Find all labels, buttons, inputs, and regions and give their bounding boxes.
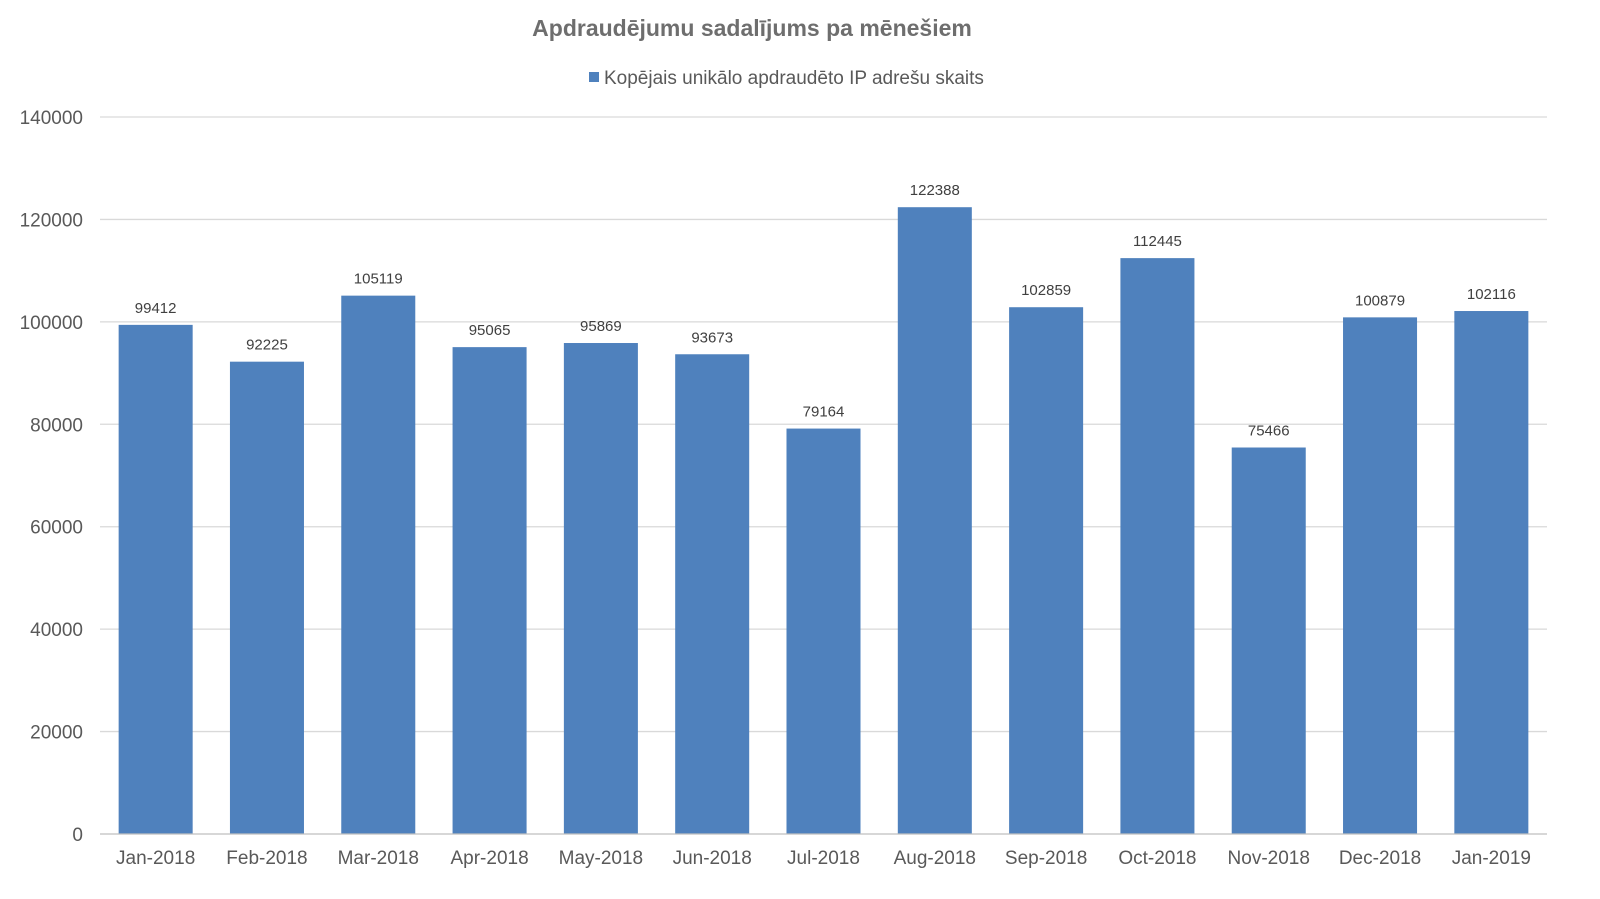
y-tick-label: 0 [72, 825, 83, 846]
x-tick-label: Feb-2018 [226, 848, 307, 869]
bar [1120, 258, 1195, 834]
legend: Kopējais unikālo apdraudēto IP adrešu sk… [589, 68, 984, 89]
data-label: 100879 [1355, 292, 1405, 309]
bar [229, 361, 304, 834]
bar [563, 343, 638, 834]
data-label: 112445 [1133, 233, 1182, 250]
y-tick-label: 100000 [20, 313, 83, 334]
bar [118, 324, 193, 834]
x-tick-label: Oct-2018 [1118, 848, 1196, 869]
y-axis-ticks: 0 20000 40000 60000 80000 100000 120000 140000 [20, 108, 83, 846]
x-axis-ticks: Jan-2018 Feb-2018 Mar-2018 Apr-2018 May-2018… [116, 848, 1531, 869]
data-label: 105119 [354, 271, 403, 288]
legend-label: Kopējais unikālo apdraudēto IP adrešu sk… [604, 68, 984, 89]
bar [1343, 317, 1418, 834]
y-tick-label: 60000 [30, 518, 83, 539]
data-label: 102859 [1021, 282, 1071, 299]
y-tick-label: 140000 [20, 108, 83, 129]
data-label: 99412 [135, 300, 177, 317]
x-tick-label: Nov-2018 [1228, 848, 1310, 869]
legend-swatch [589, 72, 599, 82]
y-tick-label: 20000 [30, 723, 83, 744]
x-tick-label: Mar-2018 [338, 848, 419, 869]
y-tick-label: 40000 [30, 620, 83, 641]
data-label: 79164 [803, 404, 845, 421]
x-tick-label: Sep-2018 [1005, 848, 1087, 869]
data-label: 95869 [580, 318, 622, 335]
x-tick-label: Apr-2018 [450, 848, 528, 869]
bar [341, 295, 416, 834]
x-tick-label: Jan-2018 [116, 848, 195, 869]
x-tick-label: Aug-2018 [894, 848, 976, 869]
bars [118, 207, 1529, 834]
data-label: 95065 [469, 322, 511, 339]
bar [786, 428, 861, 834]
bar [897, 207, 972, 834]
data-label: 122388 [910, 182, 960, 199]
bar [452, 347, 527, 834]
x-tick-label: Jul-2018 [787, 848, 860, 869]
bar [1231, 447, 1306, 834]
data-label: 92225 [246, 337, 288, 354]
bar [675, 354, 750, 834]
x-tick-label: Dec-2018 [1339, 848, 1421, 869]
y-tick-label: 120000 [20, 210, 83, 231]
bar [1454, 311, 1529, 834]
x-tick-label: May-2018 [559, 848, 644, 869]
data-label: 102116 [1467, 286, 1516, 303]
x-tick-label: Jan-2019 [1452, 848, 1531, 869]
data-label: 93673 [691, 329, 733, 346]
data-labels: 99412 92225 105119 95065 95869 93673 79164 1223… [135, 182, 1516, 439]
x-tick-label: Jun-2018 [673, 848, 752, 869]
y-tick-label: 80000 [30, 415, 83, 436]
bar [1009, 307, 1084, 834]
data-label: 75466 [1248, 423, 1290, 440]
chart-title: Apdraudējumu sadalījums pa mēnešiem [532, 15, 972, 41]
